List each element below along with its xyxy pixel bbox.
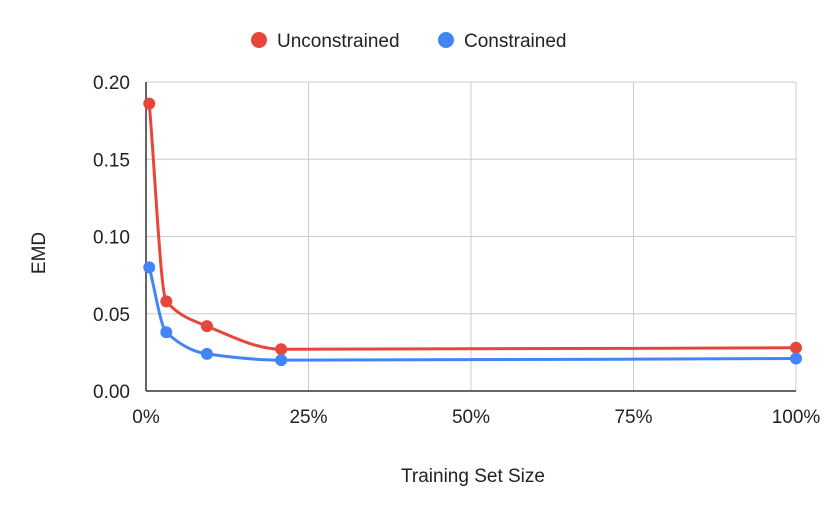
legend-marker-constrained bbox=[438, 32, 454, 48]
grid bbox=[146, 81, 797, 391]
data-point-constrained bbox=[143, 261, 156, 274]
data-point-unconstrained bbox=[160, 295, 173, 308]
legend-marker-unconstrained bbox=[251, 32, 267, 48]
y-tick-label: 0.05 bbox=[93, 305, 130, 326]
data-point-constrained bbox=[200, 347, 213, 360]
data-point-unconstrained bbox=[790, 341, 802, 354]
y-tick-label: 0.10 bbox=[93, 228, 130, 249]
data-point-constrained bbox=[160, 326, 173, 339]
y-axis-title: EMD bbox=[29, 232, 50, 274]
legend-label-unconstrained: Unconstrained bbox=[277, 31, 400, 52]
y-tick-label: 0.00 bbox=[93, 382, 130, 403]
y-tick-label: 0.20 bbox=[93, 73, 130, 94]
axes: 0.00 0.05 0.10 0.15 0.20 0% 25% 50% 75% 100% bbox=[93, 73, 820, 428]
data-point-unconstrained bbox=[143, 97, 156, 110]
x-tick-label: 100% bbox=[772, 407, 821, 428]
series-line-unconstrained bbox=[147, 103, 797, 351]
data-point-constrained bbox=[275, 354, 288, 367]
x-tick-label: 0% bbox=[132, 407, 160, 428]
x-tick-label: 25% bbox=[289, 407, 327, 428]
x-tick-label: 75% bbox=[614, 407, 652, 428]
data-point-unconstrained bbox=[200, 320, 213, 333]
y-tick-label: 0.15 bbox=[93, 150, 130, 171]
data-point-constrained bbox=[790, 352, 802, 365]
x-axis-title: Training Set Size bbox=[401, 466, 545, 487]
data-point-unconstrained bbox=[275, 343, 288, 356]
series bbox=[143, 97, 802, 367]
legend: Unconstrained Constrained bbox=[251, 31, 566, 52]
x-tick-label: 50% bbox=[452, 407, 490, 428]
legend-label-constrained: Constrained bbox=[464, 31, 566, 52]
